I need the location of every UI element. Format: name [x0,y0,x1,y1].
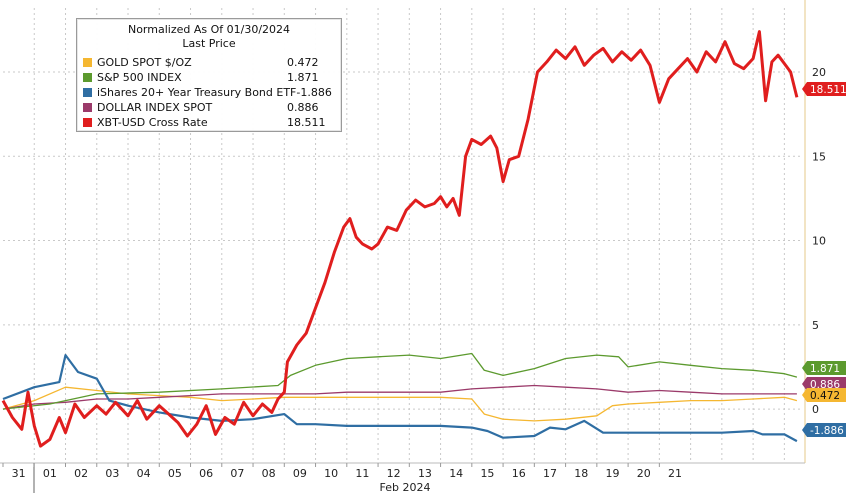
x-tick-label: 21 [668,467,682,480]
last-value-label: -1.886 [810,425,844,437]
last-value-label: 0.472 [810,390,840,402]
y-tick-label: 20 [812,66,826,79]
series-line-dollar-index-spot [2,384,797,410]
legend-item-label: S&P 500 INDEX [97,71,182,84]
legend-item-value: -1.886 [296,86,332,99]
gold-swatch-icon [83,58,92,67]
x-tick-label: 20 [637,467,651,480]
series-line-ishares-20-year-treasury-bond-etf [2,354,798,443]
y-tick-label: 0 [812,403,819,416]
x-tick-label: 04 [137,467,151,480]
x-tick-label: 02 [74,467,88,480]
y-tick-label: 5 [812,319,819,332]
x-tick-label: 12 [387,467,401,480]
legend-item-value: 0.886 [287,101,319,114]
legend-item-label: GOLD SPOT $/OZ [97,56,192,69]
last-value-label: 18.511 [810,84,847,96]
xbt-swatch-icon [83,118,92,127]
legend-item-label: DOLLAR INDEX SPOT [97,101,213,114]
y-tick-label: 15 [812,150,826,163]
last-value-label: 1.871 [810,363,840,375]
legend-item-label: XBT-USD Cross Rate [97,116,208,129]
series-line-xbt-usd-cross-rate [1,30,799,448]
legend-subtitle: Last Price [182,37,236,50]
x-tick-label: 03 [105,467,119,480]
last-value-tag [802,361,846,375]
x-tick-label: 31 [12,467,26,480]
x-tick-label: 05 [168,467,182,480]
x-axis-label: Feb 2024 [380,481,431,493]
legend-title: Normalized As Of 01/30/2024 [127,23,291,36]
x-tick-label: 15 [480,467,494,480]
x-tick-label: 11 [355,467,369,480]
x-tick-label: 09 [293,467,307,480]
x-tick-label: 01 [43,467,57,480]
legend-item-gold: GOLD SPOT $/OZ 0.472 [83,55,333,70]
legend-item-value: 1.871 [287,71,319,84]
x-tick-label: 19 [605,467,619,480]
series-line-gold-spot-oz [2,386,798,422]
last-value-tag [802,388,846,402]
sp500-swatch-icon [83,73,92,82]
legend-item-dxy: DOLLAR INDEX SPOT 0.886 [83,100,333,115]
series-line-s-p-500-index [2,352,798,410]
last-value-tag [802,82,846,96]
x-tick-label: 13 [418,467,432,480]
x-tick-label: 08 [262,467,276,480]
legend: Normalized As Of 01/30/2024 Last Price G… [76,18,342,132]
y-tick-label: 10 [812,235,826,248]
x-tick-label: 18 [574,467,588,480]
x-tick-label: 16 [512,467,526,480]
x-tick-label: 17 [543,467,557,480]
legend-item-sp500: S&P 500 INDEX 1.871 [83,70,333,85]
dxy-swatch-icon [83,103,92,112]
legend-item-tlt: iShares 20+ Year Treasury Bond ETF -1.88… [83,85,333,100]
x-tick-label: 10 [324,467,338,480]
tlt-swatch-icon [83,88,92,97]
legend-item-value: 18.511 [287,116,326,129]
legend-item-xbt: XBT-USD Cross Rate 18.511 [83,115,333,130]
x-tick-label: 06 [199,467,213,480]
x-tick-label: 14 [449,467,463,480]
last-value-tag [802,377,846,391]
legend-item-value: 0.472 [287,56,319,69]
x-tick-label: 07 [230,467,244,480]
last-value-tag [802,423,846,437]
legend-item-label: iShares 20+ Year Treasury Bond ETF [97,86,297,99]
